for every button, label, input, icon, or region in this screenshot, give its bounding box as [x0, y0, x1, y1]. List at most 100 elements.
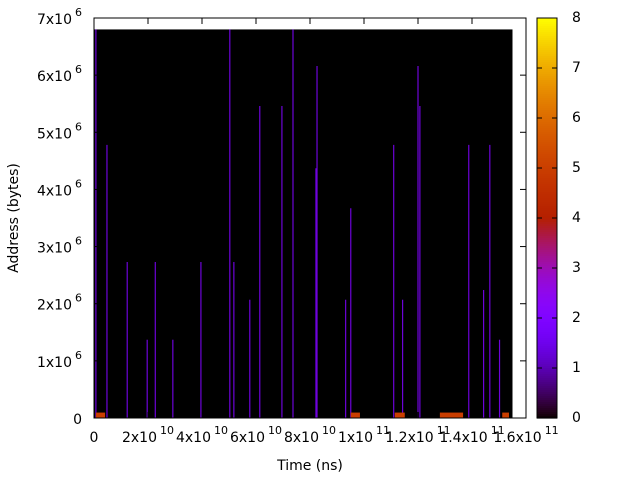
colorbar-tick-label: 1 — [572, 360, 581, 376]
colorbar-slice — [537, 186, 557, 189]
colorbar-slice — [537, 364, 557, 367]
colorbar-slice — [537, 178, 557, 181]
colorbar-slice — [537, 174, 557, 177]
colorbar-slice — [537, 378, 557, 381]
colorbar-slice — [537, 100, 557, 103]
colorbar-slice — [537, 380, 557, 383]
colorbar-slice — [537, 306, 557, 309]
colorbar-tick-label: 6 — [572, 110, 581, 126]
y-tick-label-exponent: 6 — [75, 177, 82, 190]
colorbar-slice — [537, 308, 557, 311]
y-tick-label: 7x10 6 — [37, 6, 82, 28]
colorbar-slice — [537, 146, 557, 149]
colorbar-slice — [537, 300, 557, 303]
colorbar-slice — [537, 314, 557, 317]
colorbar-slice — [537, 338, 557, 341]
colorbar-slice — [537, 280, 557, 283]
colorbar-tick-label: 3 — [572, 260, 581, 276]
colorbar-slice — [537, 30, 557, 33]
colorbar-slice — [537, 284, 557, 287]
y-tick-label-exponent: 6 — [75, 349, 82, 362]
colorbar-slice — [537, 402, 557, 405]
colorbar-slice — [537, 190, 557, 193]
colorbar-slice — [537, 394, 557, 397]
colorbar-slice — [537, 390, 557, 393]
colorbar-slice — [537, 278, 557, 281]
colorbar-slice — [537, 122, 557, 125]
colorbar-slice — [537, 96, 557, 99]
band — [394, 412, 405, 418]
colorbar-slice — [537, 320, 557, 323]
colorbar-slice — [537, 404, 557, 407]
x-tick-label-base: 1.2x10 — [385, 430, 433, 446]
x-axis-label: Time (ns) — [276, 458, 343, 474]
colorbar-slice — [537, 76, 557, 79]
colorbar-slice — [537, 270, 557, 273]
x-tick-label-exponent: 10 — [268, 424, 282, 437]
colorbar-slice — [537, 362, 557, 365]
colorbar-slice — [537, 158, 557, 161]
x-tick-label-base: 1.4x10 — [439, 430, 487, 446]
colorbar-slice — [537, 150, 557, 153]
colorbar-slice — [537, 340, 557, 343]
colorbar-slice — [537, 254, 557, 257]
colorbar-slice — [537, 200, 557, 203]
colorbar-slice — [537, 72, 557, 75]
colorbar-slice — [537, 240, 557, 243]
colorbar-slice — [537, 346, 557, 349]
colorbar-slice — [537, 126, 557, 129]
colorbar-slice — [537, 350, 557, 353]
colorbar-slice — [537, 328, 557, 331]
colorbar-slice — [537, 106, 557, 109]
colorbar-slice — [537, 92, 557, 95]
colorbar-slice — [537, 204, 557, 207]
colorbar-tick-label: 5 — [572, 160, 581, 176]
colorbar-slice — [537, 116, 557, 119]
colorbar-slice — [537, 74, 557, 77]
colorbar-slice — [537, 288, 557, 291]
colorbar-tick-label: 4 — [572, 210, 581, 226]
colorbar-slice — [537, 244, 557, 247]
colorbar-slice — [537, 42, 557, 45]
colorbar-slice — [537, 44, 557, 47]
y-tick-label-exponent: 6 — [75, 63, 82, 76]
colorbar-slice — [537, 230, 557, 233]
x-tick-label: 1.6x10 11 — [493, 424, 558, 446]
colorbar-slice — [537, 132, 557, 135]
colorbar-slice — [537, 182, 557, 185]
x-tick-label-base: 2x10 — [122, 430, 157, 446]
y-tick-label-exponent: 6 — [75, 6, 82, 19]
y-axis-label: Address (bytes) — [6, 163, 22, 273]
colorbar-slice — [537, 210, 557, 213]
band — [439, 412, 464, 418]
colorbar-slice — [537, 20, 557, 23]
colorbar-slice — [537, 46, 557, 49]
colorbar-slice — [537, 164, 557, 167]
colorbar-slice — [537, 336, 557, 339]
colorbar-slice — [537, 236, 557, 239]
colorbar-slice — [537, 250, 557, 253]
y-tick-label-base: 6x10 — [37, 69, 72, 85]
colorbar-slice — [537, 52, 557, 55]
colorbar-slice — [537, 262, 557, 265]
colorbar-slice — [537, 212, 557, 215]
colorbar-slice — [537, 66, 557, 69]
y-tick-label: 4x10 6 — [37, 177, 82, 199]
colorbar-slice — [537, 176, 557, 179]
colorbar-slice — [537, 224, 557, 227]
colorbar-slice — [537, 156, 557, 159]
colorbar-slice — [537, 118, 557, 121]
colorbar-slice — [537, 28, 557, 31]
colorbar-slice — [537, 148, 557, 151]
y-tick-label: 1x10 6 — [37, 349, 82, 371]
colorbar-slice — [537, 384, 557, 387]
colorbar-slice — [537, 276, 557, 279]
colorbar-slice — [537, 252, 557, 255]
colorbar-slice — [537, 248, 557, 251]
colorbar-slice — [537, 296, 557, 299]
colorbar-slice — [537, 130, 557, 133]
colorbar-slice — [537, 358, 557, 361]
colorbar-slice — [537, 144, 557, 147]
band — [502, 412, 509, 418]
colorbar-slice — [537, 98, 557, 101]
